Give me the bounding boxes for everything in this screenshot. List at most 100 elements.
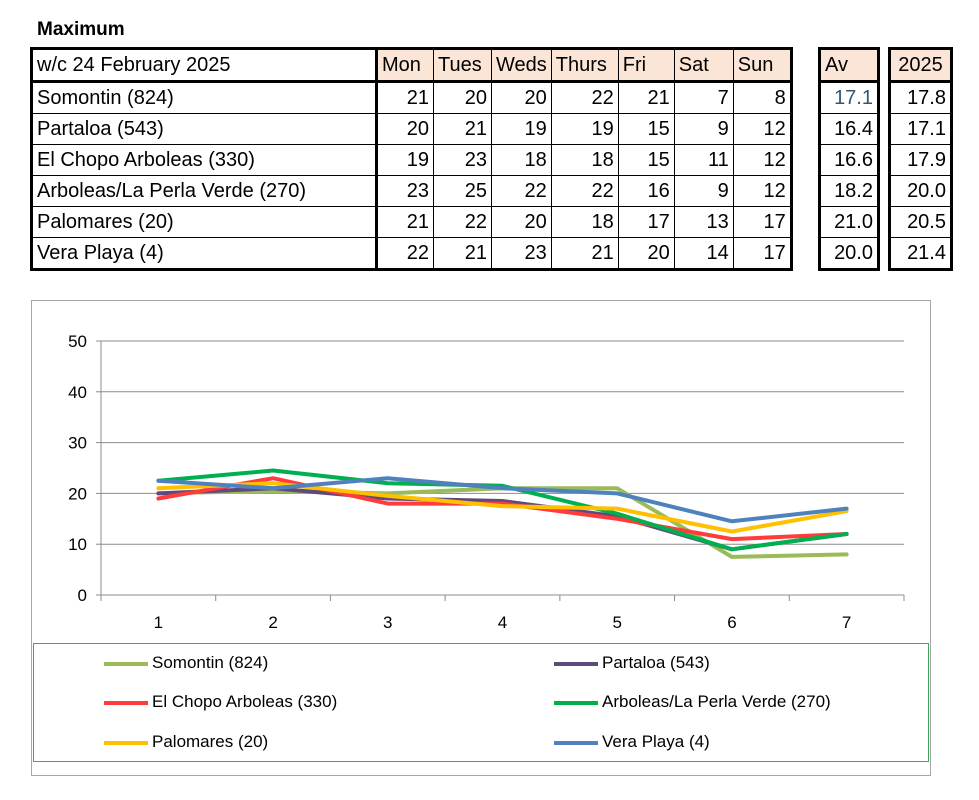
av-row: 18.2 [819,175,879,207]
year-row: 17.1 [889,113,952,145]
temperature-cell: 20 [376,113,434,145]
year-average-table: 2025 17.8 17.1 17.9 20.0 20.5 21.4 [888,47,953,271]
station-name: Vera Playa (4) [31,237,378,270]
table-row: Vera Playa (4) 22 21 23 21 20 14 17 [31,237,792,270]
table-header-row: w/c 24 February 2025 Mon Tues Weds Thurs Fri S… [31,48,792,83]
day-header: Fri [617,48,675,83]
y-tick-label: 40 [68,383,87,402]
temperature-cell: 21 [617,81,675,114]
y-tick-label: 0 [78,586,87,605]
temperature-cell: 19 [550,113,619,145]
temperature-cell: 8 [732,81,792,114]
av-row: 20.0 [819,237,879,270]
station-name: Arboleas/La Perla Verde (270) [31,175,378,207]
y-tick-label: 30 [68,434,87,453]
temperature-cell: 15 [617,144,675,176]
legend-swatch [104,740,148,745]
temperature-cell: 13 [673,206,734,238]
year-cell: 17.9 [889,144,952,176]
year-cell: 17.1 [889,113,952,145]
table-row: Palomares (20) 21 22 20 18 17 13 17 [31,206,792,238]
temperature-cell: 17 [732,206,792,238]
av-cell: 16.4 [819,113,879,145]
temperature-cell: 20 [491,81,552,114]
av-cell: 21.0 [819,206,879,238]
table-row: El Chopo Arboleas (330) 19 23 18 18 15 11 12 [31,144,792,176]
temperature-cell: 23 [433,144,492,176]
legend-swatch [104,661,148,666]
temperature-cell: 25 [433,175,492,207]
series-line-4 [156,468,849,552]
legend-label: Somontin (824) [152,653,269,672]
day-header: Sun [732,48,792,83]
temperature-cell: 15 [617,113,675,145]
temperature-cell: 21 [550,237,619,270]
day-header: Sat [673,48,734,83]
legend-label: El Chopo Arboleas (330) [152,692,338,711]
temperature-cell: 22 [550,175,619,207]
av-row: 16.4 [819,113,879,145]
temperature-cell: 9 [673,113,734,145]
x-tick-label: 5 [612,613,621,632]
station-name: Partaloa (543) [31,113,378,145]
legend-item: El Chopo Arboleas (330) [104,690,337,714]
av-cell: 17.1 [819,81,879,114]
legend-label: Partaloa (543) [602,653,710,672]
temperature-cell: 22 [376,237,434,270]
x-tick-label: 7 [842,613,851,632]
temperature-cell: 14 [673,237,734,270]
day-header: Weds [491,48,552,83]
temperature-cell: 21 [376,81,434,114]
year-row: 21.4 [889,237,952,270]
legend-swatch [554,740,598,745]
y-tick-label: 20 [68,484,87,503]
x-tick-label: 4 [498,613,507,632]
temperature-cell: 11 [673,144,734,176]
temperature-cell: 18 [550,144,619,176]
table-row: Partaloa (543) 20 21 19 19 15 9 12 [31,113,792,145]
legend-label: Palomares (20) [152,732,269,751]
legend-item: Vera Playa (4) [554,730,710,754]
av-row: 16.6 [819,144,879,176]
day-header: Mon [376,48,434,83]
temperature-cell: 16 [617,175,675,207]
temperature-cell: 21 [433,237,492,270]
station-name: El Chopo Arboleas (330) [31,144,378,176]
temperature-cell: 22 [550,81,619,114]
temperature-cell: 19 [491,113,552,145]
av-cell: 18.2 [819,175,879,207]
legend-item: Partaloa (543) [554,651,710,675]
week-label: w/c 24 February 2025 [31,48,378,83]
year-row: 17.8 [889,81,952,114]
year-cell: 21.4 [889,237,952,270]
legend-item: Arboleas/La Perla Verde (270) [554,690,831,714]
temperature-cell: 7 [673,81,734,114]
temperature-cell: 12 [732,175,792,207]
temperature-cell: 22 [491,175,552,207]
table-row: Arboleas/La Perla Verde (270) 23 25 22 22 16 9… [31,175,792,207]
legend-label: Vera Playa (4) [602,732,710,751]
chart-title: Maximum [37,19,125,40]
table-row: Somontin (824) 21 20 20 22 21 7 8 [31,81,792,114]
year-cell: 20.5 [889,206,952,238]
chart-legend: Somontin (824) Partaloa (543) El Chopo Arb… [33,643,929,762]
legend-item: Somontin (824) [104,651,268,675]
year-header: 2025 [889,48,952,83]
x-tick-label: 2 [268,613,277,632]
temperature-cell: 20 [433,81,492,114]
temperature-cell: 9 [673,175,734,207]
av-cell: 20.0 [819,237,879,270]
year-cell: 17.8 [889,81,952,114]
chart-frame [31,300,931,776]
temperature-cell: 23 [491,237,552,270]
legend-swatch [554,661,598,666]
legend-swatch [104,700,148,705]
year-header-row: 2025 [889,48,952,83]
y-tick-label: 10 [68,535,87,554]
temperature-cell: 17 [732,237,792,270]
temperature-table: w/c 24 February 2025 Mon Tues Weds Thurs Fri S… [30,47,793,271]
temperature-cell: 17 [617,206,675,238]
legend-swatch [554,700,598,705]
legend-item: Palomares (20) [104,730,268,754]
temperature-cell: 18 [550,206,619,238]
